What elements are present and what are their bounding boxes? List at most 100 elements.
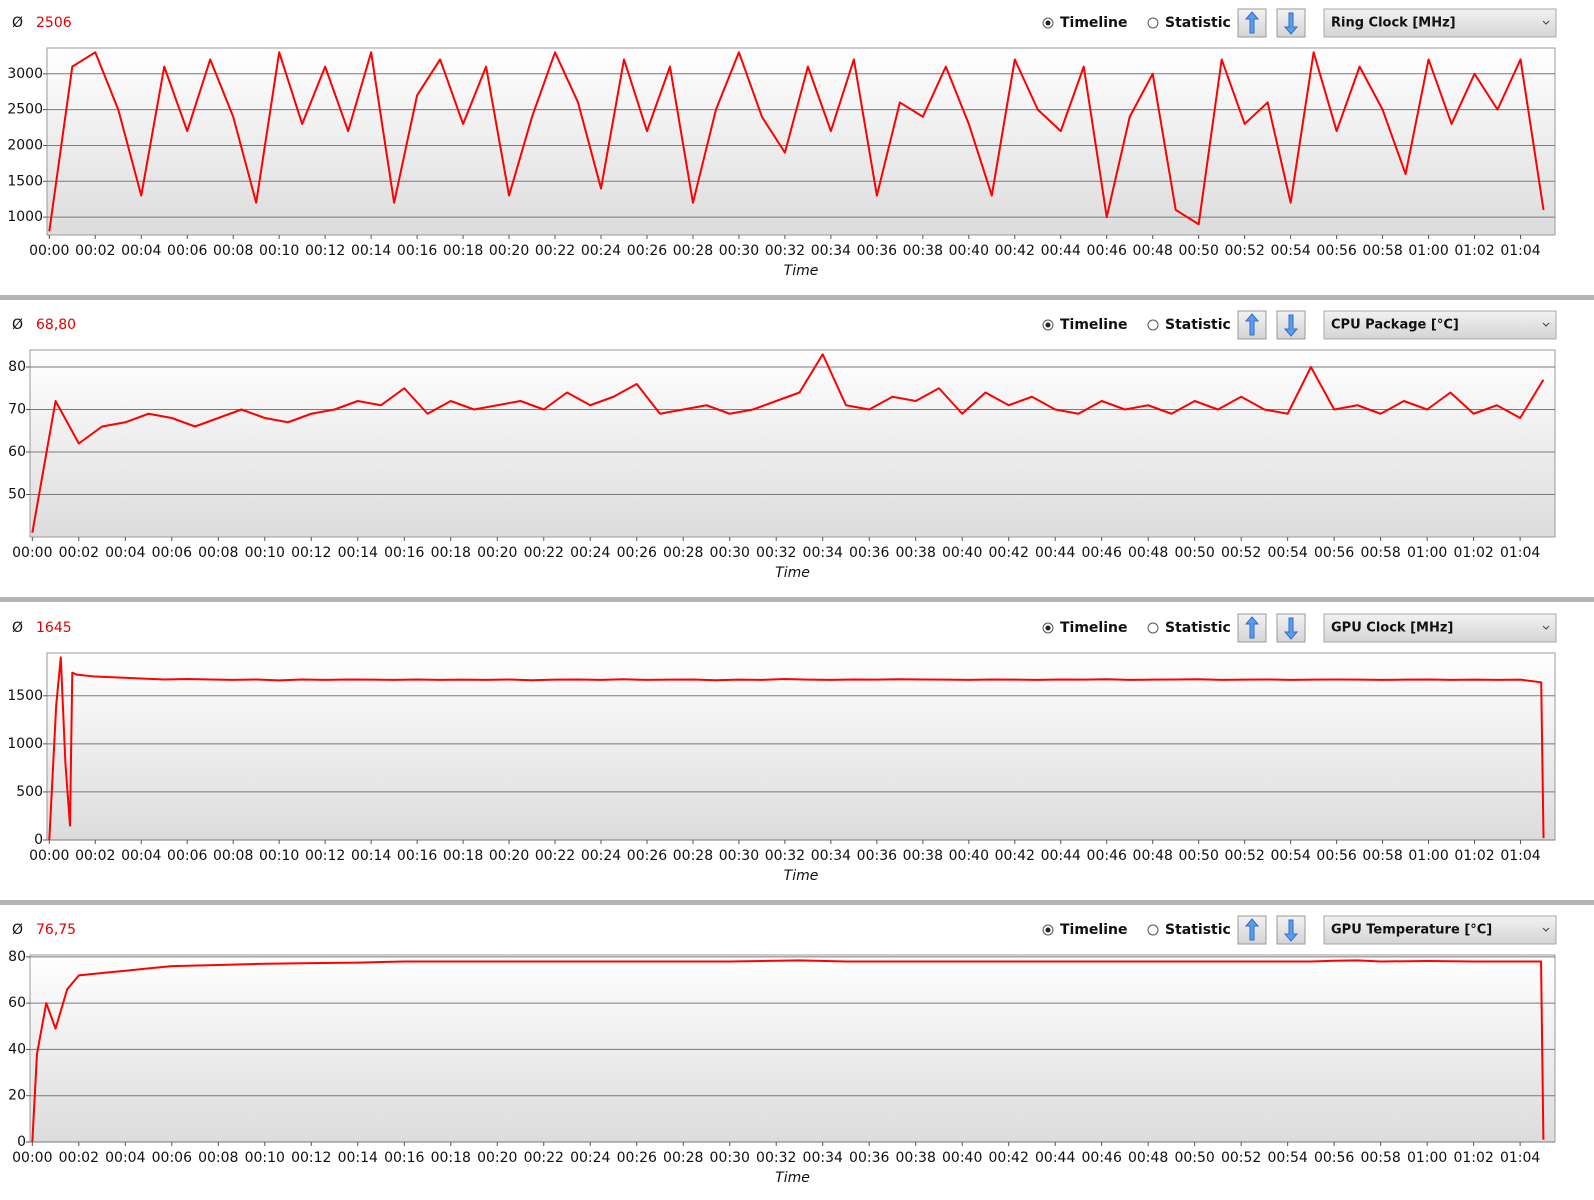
- x-tick-label: 00:24: [570, 545, 610, 561]
- x-axis-label: Time: [784, 263, 819, 279]
- x-tick-label: 00:12: [305, 848, 345, 864]
- x-tick-label: 00:06: [167, 848, 207, 864]
- x-tick-label: 01:02: [1453, 545, 1493, 561]
- x-tick-label: 00:00: [12, 1150, 52, 1166]
- x-tick-label: 00:56: [1314, 1150, 1354, 1166]
- x-tick-label: 00:12: [291, 545, 331, 561]
- x-tick-label: 00:04: [105, 545, 145, 561]
- y-tick-label: 80: [8, 359, 26, 375]
- x-tick-label: 01:02: [1453, 1150, 1493, 1166]
- x-tick-label: 00:04: [121, 243, 161, 259]
- x-tick-label: 00:58: [1360, 1150, 1400, 1166]
- x-tick-label: 00:32: [765, 848, 805, 864]
- x-tick-label: 00:08: [213, 848, 253, 864]
- x-tick-label: 00:50: [1179, 243, 1219, 259]
- x-tick-label: 00:10: [245, 545, 285, 561]
- average-symbol: Ø: [12, 317, 23, 333]
- x-tick-label: 01:04: [1500, 545, 1540, 561]
- radio-label[interactable]: Timeline: [1060, 15, 1128, 31]
- x-tick-label: 00:00: [29, 848, 69, 864]
- x-tick-label: 00:28: [673, 243, 713, 259]
- radio-label[interactable]: Timeline: [1060, 922, 1128, 938]
- separator: [0, 900, 1594, 905]
- x-tick-label: 00:36: [849, 1150, 889, 1166]
- radio-label[interactable]: Statistic: [1165, 922, 1231, 938]
- x-tick-label: 00:58: [1362, 848, 1402, 864]
- x-tick-label: 00:10: [245, 1150, 285, 1166]
- average-value: 76,75: [36, 922, 76, 938]
- x-tick-label: 00:16: [397, 243, 437, 259]
- x-tick-label: 00:30: [719, 243, 759, 259]
- x-tick-label: 00:58: [1362, 243, 1402, 259]
- x-axis-label: Time: [775, 1170, 810, 1186]
- arrow-icon: [1244, 918, 1260, 941]
- sensor-dropdown[interactable]: [1323, 8, 1557, 38]
- radio-button[interactable]: [1147, 622, 1159, 634]
- chart-panel: Ø 68,80 Timeline Statistic CPU Package [°C] 5…: [8, 310, 1557, 581]
- x-tick-label: 00:18: [431, 1150, 471, 1166]
- x-tick-label: 00:46: [1087, 848, 1127, 864]
- dropdown-label[interactable]: Ring Clock [MHz]: [1331, 16, 1456, 31]
- x-tick-label: 00:28: [673, 848, 713, 864]
- x-tick-label: 00:20: [489, 243, 529, 259]
- dropdown-label[interactable]: CPU Package [°C]: [1331, 318, 1459, 333]
- dropdown-chevron: [1542, 322, 1550, 327]
- x-tick-label: 00:26: [627, 848, 667, 864]
- x-tick-label: 00:12: [291, 1150, 331, 1166]
- plot-area: [29, 954, 1556, 1143]
- x-tick-label: 00:38: [896, 1150, 936, 1166]
- x-tick-label: 00:56: [1314, 545, 1354, 561]
- sensor-dropdown[interactable]: [1323, 915, 1557, 945]
- radio-label[interactable]: Timeline: [1060, 317, 1128, 333]
- x-tick-label: 00:48: [1128, 545, 1168, 561]
- x-tick-label: 00:46: [1087, 243, 1127, 259]
- radio-button[interactable]: [1147, 319, 1159, 331]
- x-tick-label: 00:00: [29, 243, 69, 259]
- x-tick-label: 01:04: [1500, 848, 1540, 864]
- x-tick-label: 00:56: [1316, 243, 1356, 259]
- radio-label[interactable]: Statistic: [1165, 15, 1231, 31]
- x-tick-label: 01:02: [1454, 848, 1494, 864]
- radio-label[interactable]: Timeline: [1060, 620, 1128, 636]
- dropdown-label[interactable]: GPU Temperature [°C]: [1331, 923, 1492, 938]
- x-tick-label: 00:16: [384, 1150, 424, 1166]
- x-tick-label: 00:40: [949, 243, 989, 259]
- radio-button[interactable]: [1147, 17, 1159, 29]
- radio-button[interactable]: [1147, 924, 1159, 936]
- x-tick-label: 00:20: [477, 545, 517, 561]
- x-tick-label: 00:06: [152, 545, 192, 561]
- series-line: [48, 656, 1545, 841]
- x-tick-label: 00:34: [803, 1150, 843, 1166]
- arrow-icon: [1283, 617, 1299, 640]
- dropdown-label[interactable]: GPU Clock [MHz]: [1331, 621, 1453, 636]
- x-tick-label: 00:52: [1224, 848, 1264, 864]
- x-tick-label: 00:28: [663, 545, 703, 561]
- x-tick-label: 00:22: [535, 848, 575, 864]
- x-tick-label: 00:30: [710, 1150, 750, 1166]
- x-tick-label: 00:08: [213, 243, 253, 259]
- sensor-dropdown[interactable]: [1323, 613, 1557, 643]
- sensor-dropdown[interactable]: [1323, 310, 1557, 340]
- x-tick-label: 00:50: [1174, 545, 1214, 561]
- x-tick-label: 00:42: [989, 1150, 1029, 1166]
- series-line: [31, 959, 1545, 1143]
- x-tick-label: 00:02: [75, 848, 115, 864]
- dropdown-chevron: [1542, 927, 1550, 932]
- x-tick-label: 00:48: [1133, 848, 1173, 864]
- x-tick-label: 00:38: [903, 848, 943, 864]
- x-tick-label: 00:30: [719, 848, 759, 864]
- x-tick-label: 00:44: [1041, 243, 1081, 259]
- x-tick-label: 00:24: [581, 243, 621, 259]
- average-value: 2506: [36, 15, 72, 31]
- arrow-icon: [1244, 313, 1260, 336]
- x-tick-label: 00:08: [198, 1150, 238, 1166]
- y-tick-label: 50: [8, 487, 26, 503]
- average-symbol: Ø: [12, 15, 23, 31]
- x-tick-label: 00:32: [756, 1150, 796, 1166]
- x-tick-label: 00:26: [617, 545, 657, 561]
- radio-label[interactable]: Statistic: [1165, 317, 1231, 333]
- x-tick-label: 00:06: [152, 1150, 192, 1166]
- x-tick-label: 00:46: [1082, 1150, 1122, 1166]
- radio-label[interactable]: Statistic: [1165, 620, 1231, 636]
- separator: [0, 597, 1594, 602]
